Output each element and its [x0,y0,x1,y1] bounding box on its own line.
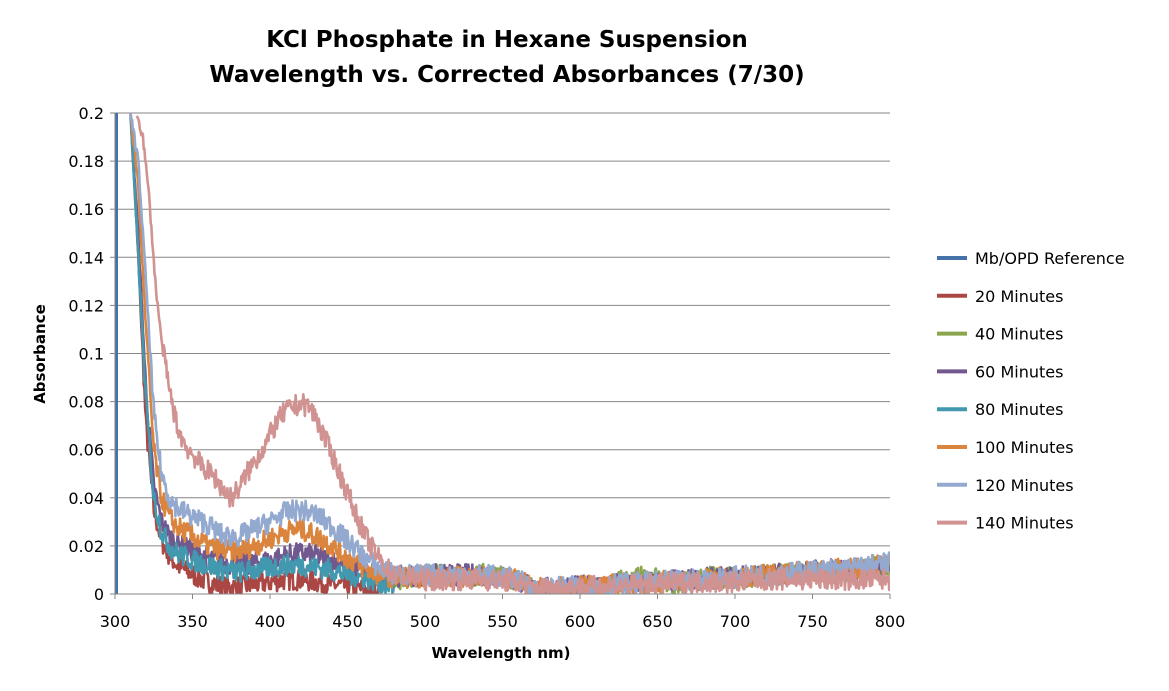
legend-label: 40 Minutes [975,325,1063,344]
y-tick-label: 0.02 [68,537,104,556]
legend-label: 140 Minutes [975,514,1074,533]
gridlines [115,112,890,547]
chart-title-line-1: KCl Phosphate in Hexane Suspension [266,27,748,53]
x-tick-label: 500 [410,612,441,631]
y-tick-label: 0.04 [68,489,104,508]
y-tick-label: 0.2 [79,104,104,123]
legend-label: 20 Minutes [975,287,1063,306]
x-tick-label: 450 [332,612,363,631]
y-tick-label: 0.08 [68,393,104,412]
legend-label: Mb/OPD Reference [975,249,1125,268]
x-tick-label: 650 [642,612,673,631]
y-tick-label: 0.14 [68,248,104,267]
series-line [129,112,890,594]
legend-label: 60 Minutes [975,362,1063,381]
y-tick-label: 0.1 [79,345,104,364]
x-tick-label: 750 [797,612,828,631]
series-line [115,113,118,594]
x-axis-title: Wavelength nm) [431,644,570,662]
axes: 0 0.02 0.04 0.06 0.08 0.1 0.12 0.14 0.16 0.18 0.2 3… [68,104,905,631]
legend-label: 100 Minutes [975,438,1074,457]
x-tick-label: 400 [255,612,286,631]
legend: Mb/OPD Reference 20 Minutes 40 Minutes 60 M… [937,249,1125,533]
y-tick-label: 0.06 [68,441,104,460]
plot-area [115,112,890,594]
x-tick-label: 600 [565,612,596,631]
y-tick-label: 0 [94,585,104,604]
chart-title-line-2: Wavelength vs. Corrected Absorbances (7/… [209,62,804,88]
y-tick-label: 0.16 [68,200,104,219]
legend-label: 120 Minutes [975,476,1074,495]
x-tick-label: 550 [487,612,518,631]
series-line [129,114,396,594]
y-tick-label: 0.12 [68,296,104,315]
x-tick-label: 300 [100,612,131,631]
x-tick-label: 700 [720,612,751,631]
x-tick-label: 350 [177,612,208,631]
legend-label: 80 Minutes [975,400,1063,419]
series-line [135,115,890,594]
y-tick-label: 0.18 [68,152,104,171]
x-tick-label: 800 [875,612,906,631]
y-axis-title: Absorbance [31,304,49,404]
